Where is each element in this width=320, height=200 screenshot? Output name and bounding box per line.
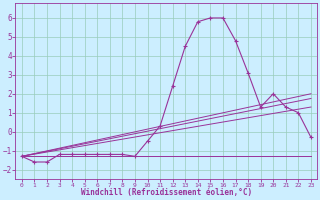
X-axis label: Windchill (Refroidissement éolien,°C): Windchill (Refroidissement éolien,°C) [81,188,252,197]
